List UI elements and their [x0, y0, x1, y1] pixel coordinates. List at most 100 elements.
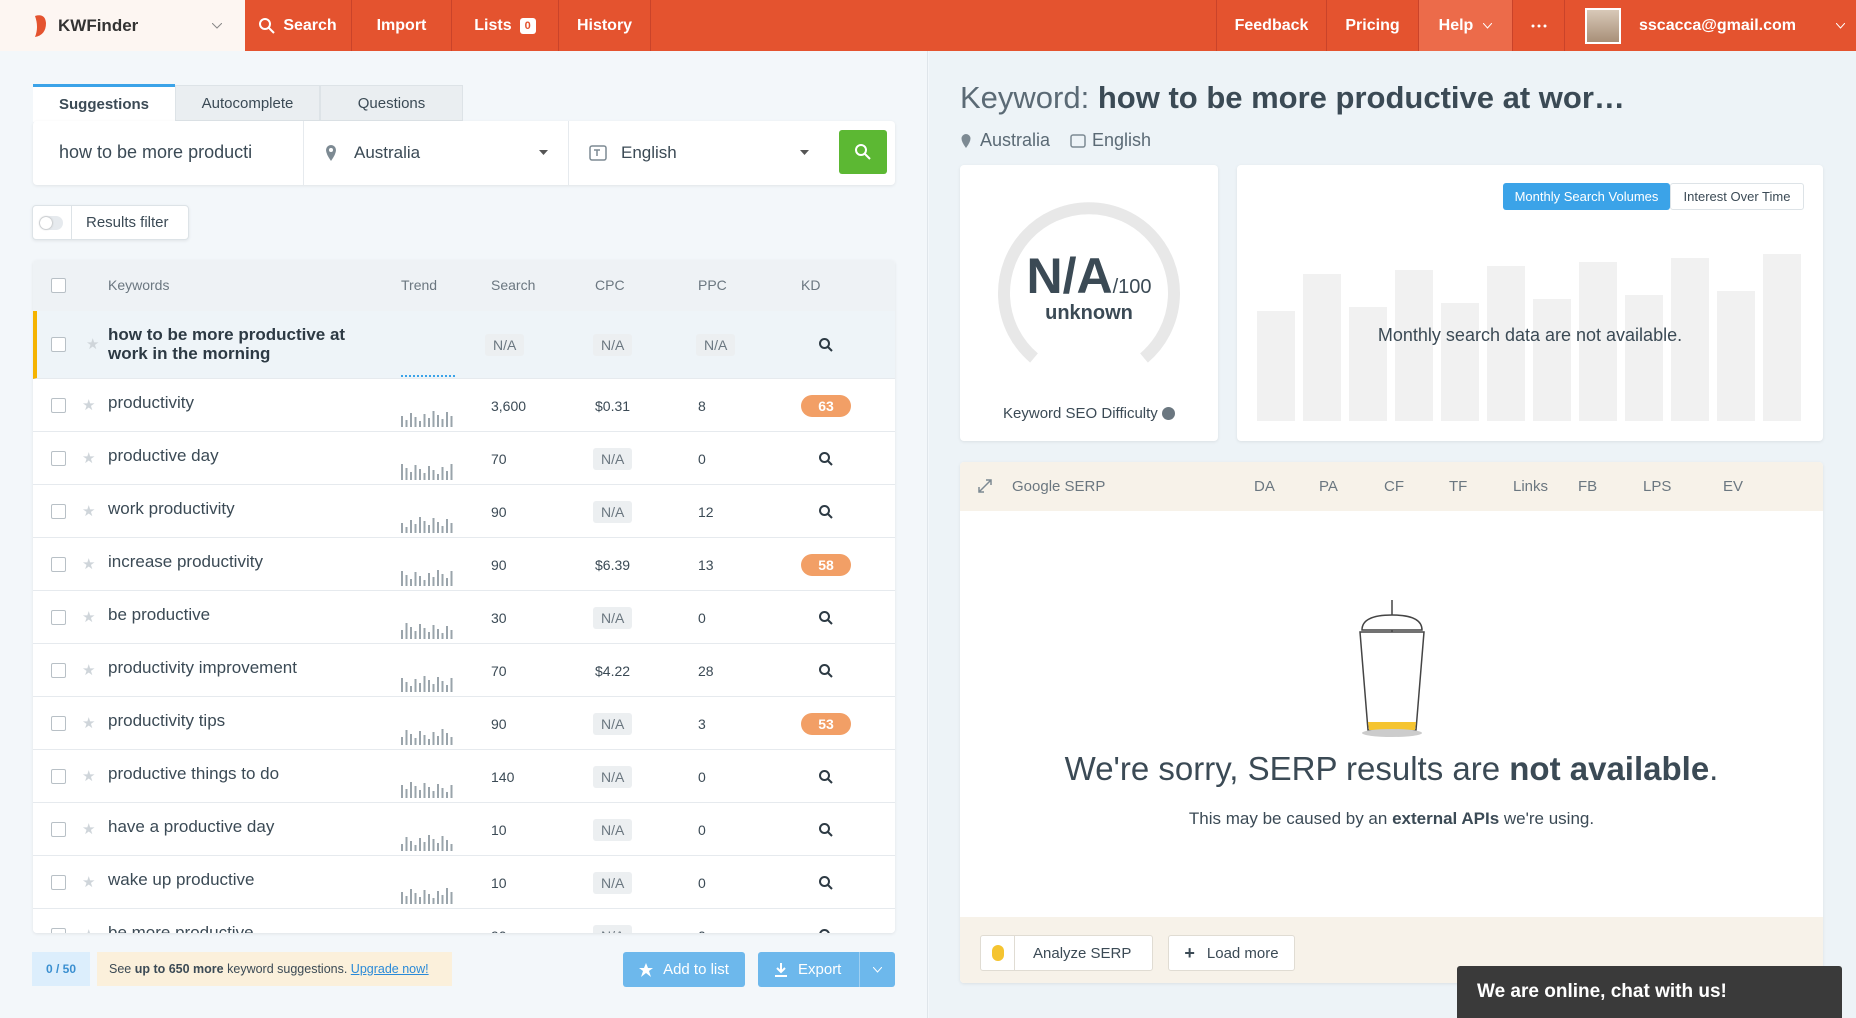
placeholder-bar: [1579, 262, 1617, 421]
spark-bar: [432, 684, 435, 692]
upsell: See up to 650 more keyword suggestions. …: [97, 952, 452, 986]
expand[interactable]: [978, 479, 992, 493]
trend-sparkline: [401, 782, 453, 798]
spark-bar: [432, 411, 435, 427]
location-select[interactable]: Australia: [303, 121, 568, 185]
nav-search[interactable]: Search: [245, 0, 352, 51]
cause-text: This may be caused by an external APIs w…: [960, 809, 1823, 829]
cell: 10: [491, 821, 507, 838]
text: See: [109, 962, 135, 976]
keyword-row[interactable]: ★ productivity tips 90 N/A 3 53: [33, 697, 895, 750]
text: we're using.: [1499, 809, 1595, 828]
cell: 70: [491, 662, 507, 679]
keyword: increase productivity: [108, 552, 263, 571]
star: ★: [82, 396, 96, 414]
nav-history[interactable]: History: [559, 0, 651, 51]
star: [639, 962, 654, 977]
search-icon: [819, 338, 833, 352]
spark-bar: [437, 474, 439, 480]
spark-bar: [450, 464, 453, 480]
trend-sparkline: [401, 729, 453, 745]
nav-more[interactable]: [1513, 0, 1565, 51]
star: ★: [82, 926, 95, 934]
spark-bar: [423, 628, 426, 639]
label: Analyze SERP: [1033, 944, 1132, 962]
tab[interactable]: Interest Over Time: [1670, 183, 1804, 210]
keyword-row[interactable]: ★ have a productive day 10 N/A 0: [33, 803, 895, 856]
search-button[interactable]: [839, 130, 887, 174]
icon-part: [819, 338, 830, 349]
export-caret[interactable]: [859, 952, 895, 987]
spark-bar: [401, 523, 403, 533]
keyword: productivity improvement: [108, 658, 297, 677]
keyword: how to be more productive at work in the…: [108, 325, 346, 363]
spark-bar: [450, 785, 453, 798]
nav-lists[interactable]: Lists 0: [452, 0, 559, 51]
spark-bar: [450, 523, 453, 533]
icon-part: [827, 512, 833, 519]
icon: [855, 144, 871, 160]
upgrade-link[interactable]: Upgrade now!: [350, 962, 429, 976]
spark-bar: [419, 517, 421, 533]
nav-import[interactable]: Import: [352, 0, 452, 51]
tab-active[interactable]: Monthly Search Volumes: [1503, 183, 1670, 210]
spark-bar: [446, 888, 448, 904]
keyword: wake up productive: [108, 870, 255, 889]
spark-bar: [446, 471, 448, 480]
keyword-row[interactable]: ★ productivity improvement 70 $4.22 28: [33, 644, 895, 697]
keyword-row[interactable]: ★ work productivity 90 N/A 12: [33, 485, 895, 538]
keyword: productivity tips: [108, 711, 226, 730]
load-more[interactable]: + Load more: [1168, 935, 1295, 971]
cell: 0: [698, 928, 706, 934]
label: Keyword:: [960, 80, 1098, 115]
cell: N/A: [696, 334, 736, 356]
spark-bar: [401, 678, 403, 692]
keyword-row[interactable]: ★ productive day 70 N/A 0: [33, 432, 895, 485]
keyword-row[interactable]: ★ wake up productive 10 N/A 0: [33, 856, 895, 909]
keyword-row[interactable]: ★ be more productive 90 N/A 0: [33, 909, 895, 933]
brand-area[interactable]: KWFinder: [0, 0, 245, 51]
keyword-row[interactable]: ★ be productive 30 N/A 0: [33, 591, 895, 644]
pin: [326, 145, 336, 161]
keyword: productive day: [108, 446, 219, 465]
spark-bar: [441, 681, 444, 692]
tab[interactable]: Questions: [320, 85, 463, 121]
spark-bar: [428, 573, 430, 586]
placeholder-bar: [1395, 270, 1433, 421]
language-select[interactable]: English: [568, 121, 829, 185]
keyword-row[interactable]: ★ productivity 3,600 $0.31 8 63: [33, 379, 895, 432]
nav-label: Lists: [474, 16, 512, 34]
cell: N/A: [593, 334, 633, 356]
placeholder-bar: [1303, 274, 1341, 421]
results-filter[interactable]: Results filter: [32, 205, 189, 240]
keyword-row[interactable]: ★ how to be more productive at work in th…: [33, 311, 895, 379]
cell: 30: [491, 609, 507, 626]
add-to-list[interactable]: Add to list: [623, 952, 745, 987]
analyze-serp[interactable]: Analyze SERP: [980, 935, 1153, 971]
tab[interactable]: Autocomplete: [175, 85, 320, 121]
export[interactable]: Export: [758, 952, 895, 987]
nav-feedback[interactable]: Feedback: [1216, 0, 1327, 51]
trend-sparkline: [401, 888, 453, 904]
spark-bar: [410, 627, 412, 639]
keyword-row[interactable]: ★ increase productivity 90 $6.39 13 58: [33, 538, 895, 591]
spark-bar: [428, 680, 430, 692]
keyword-row[interactable]: ★ productive things to do 140 N/A 0: [33, 750, 895, 803]
query-input[interactable]: how to be more producti: [59, 142, 253, 162]
spark-bar: [450, 892, 453, 904]
nav-help[interactable]: Help: [1419, 0, 1513, 51]
spark-bar: [446, 840, 448, 851]
placeholder-bar: [1533, 299, 1571, 421]
toggle: [39, 215, 63, 230]
checkbox: [51, 768, 66, 784]
nav-label: Import: [376, 16, 427, 34]
nav-pricing[interactable]: Pricing: [1327, 0, 1419, 51]
spark-bar: [446, 792, 448, 798]
chat-widget[interactable]: We are online, chat with us!: [1457, 966, 1842, 1018]
user-menu[interactable]: sscacca@gmail.com: [1565, 0, 1856, 51]
spark-bar: [437, 570, 439, 586]
tab-active[interactable]: Suggestions: [33, 84, 175, 122]
search-icon: [819, 822, 833, 837]
caret: [800, 150, 809, 155]
nav-label: Pricing: [1345, 16, 1400, 34]
